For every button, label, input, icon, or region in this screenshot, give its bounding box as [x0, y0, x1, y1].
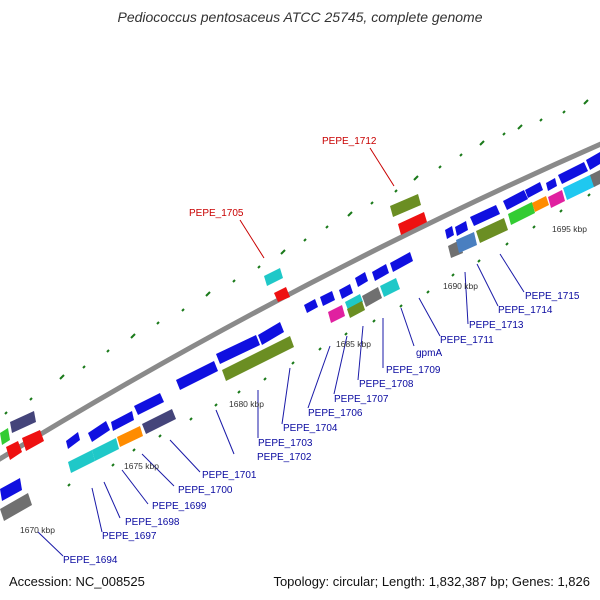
- scale-label: 1670 kbp: [20, 525, 55, 535]
- scale-label: 1695 kbp: [552, 224, 587, 234]
- scale-label: 1685 kbp: [336, 339, 371, 349]
- gene-label: PEPE_1694: [63, 555, 118, 566]
- label-leaders: [37, 253, 525, 557]
- highlight-gene-label: PEPE_1705: [189, 208, 244, 219]
- scale-label: 1690 kbp: [443, 281, 478, 291]
- highlight-gene-labels: PEPE_1705 PEPE_1712: [189, 136, 377, 219]
- gene-label: PEPE_1698: [125, 517, 180, 528]
- gene-label: PEPE_1697: [102, 531, 157, 542]
- genome-summary-text: Topology: circular; Length: 1,832,387 bp…: [273, 574, 590, 589]
- gene-label: PEPE_1699: [152, 501, 207, 512]
- highlight-gene-label: PEPE_1712: [322, 136, 377, 147]
- genes-upper: [0, 152, 600, 460]
- highlight-leaders: [239, 147, 395, 259]
- gene-labels: PEPE_1694 PEPE_1697 PEPE_1698 PEPE_1699 PEPE…: [63, 291, 580, 566]
- gene-label: PEPE_1707: [334, 394, 389, 405]
- gene-label: PEPE_1703: [258, 438, 313, 449]
- page-title: Pediococcus pentosaceus ATCC 25745, comp…: [117, 9, 483, 25]
- gene-label: PEPE_1714: [498, 305, 553, 316]
- gene-label: PEPE_1700: [178, 485, 233, 496]
- gene-label: PEPE_1708: [359, 379, 414, 390]
- genome-backbone: [0, 141, 600, 462]
- gene-label: PEPE_1709: [386, 365, 441, 376]
- gene-label: gpmA: [416, 348, 442, 359]
- gene-label: PEPE_1701: [202, 470, 257, 481]
- gene-label: PEPE_1713: [469, 320, 524, 331]
- scale-label: 1680 kbp: [229, 399, 264, 409]
- gene-label: PEPE_1702: [257, 452, 312, 463]
- gene-label: PEPE_1715: [525, 291, 580, 302]
- gene-label: PEPE_1706: [308, 408, 363, 419]
- accession-text: Accession: NC_008525: [9, 574, 145, 589]
- genes-lower: [0, 170, 600, 521]
- gene-label: PEPE_1711: [440, 335, 494, 346]
- scale-label: 1675 kbp: [124, 461, 159, 471]
- scale-ticks: [4, 99, 591, 507]
- scale-labels: 1670 kbp 1675 kbp 1680 kbp 1685 kbp 1690 kbp…: [20, 224, 587, 535]
- gene-label: PEPE_1704: [283, 423, 338, 434]
